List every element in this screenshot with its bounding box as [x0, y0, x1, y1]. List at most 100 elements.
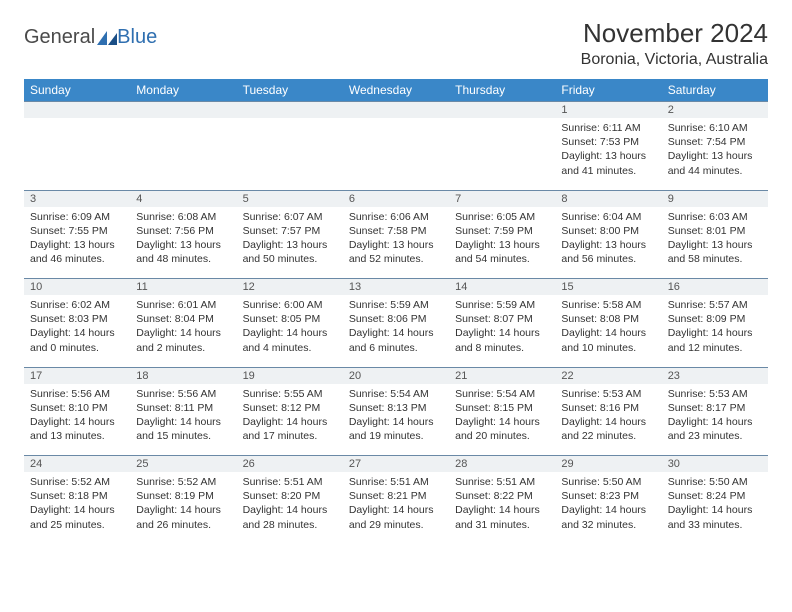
day-header: Thursday [449, 79, 555, 102]
date-number-row: 17181920212223 [24, 367, 768, 384]
detail-row: Sunrise: 6:11 AMSunset: 7:53 PMDaylight:… [24, 118, 768, 190]
date-number-cell: 2 [662, 102, 768, 119]
date-number-cell: 22 [555, 367, 661, 384]
day-detail-line: Sunrise: 6:08 AM [136, 210, 230, 224]
day-detail-line: and 52 minutes. [349, 252, 443, 266]
detail-row: Sunrise: 5:56 AMSunset: 8:10 PMDaylight:… [24, 384, 768, 456]
day-detail-line: Daylight: 14 hours [455, 326, 549, 340]
day-header: Sunday [24, 79, 130, 102]
date-number-cell: 29 [555, 456, 661, 473]
logo-word-general: General [24, 26, 95, 49]
day-detail-cell [343, 118, 449, 190]
day-detail-line: Daylight: 14 hours [30, 503, 124, 517]
day-detail-line: Daylight: 14 hours [668, 503, 762, 517]
date-number-cell: 8 [555, 190, 661, 207]
day-detail-line: and 22 minutes. [561, 429, 655, 443]
day-detail-line: and 26 minutes. [136, 518, 230, 532]
day-header: Friday [555, 79, 661, 102]
day-detail-line: Sunrise: 5:52 AM [30, 475, 124, 489]
day-detail-cell: Sunrise: 6:05 AMSunset: 7:59 PMDaylight:… [449, 207, 555, 279]
day-detail-line: Sunset: 8:13 PM [349, 401, 443, 415]
day-detail-cell [130, 118, 236, 190]
date-number-cell [24, 102, 130, 119]
date-number-row: 10111213141516 [24, 279, 768, 296]
day-detail-cell: Sunrise: 5:54 AMSunset: 8:15 PMDaylight:… [449, 384, 555, 456]
day-detail-line: Daylight: 13 hours [30, 238, 124, 252]
title-block: November 2024 Boronia, Victoria, Austral… [581, 18, 768, 69]
day-detail-line: Sunrise: 6:01 AM [136, 298, 230, 312]
day-detail-line: and 32 minutes. [561, 518, 655, 532]
day-detail-line: Sunset: 8:04 PM [136, 312, 230, 326]
day-detail-line: Daylight: 13 hours [561, 238, 655, 252]
date-number-cell: 19 [237, 367, 343, 384]
day-header: Saturday [662, 79, 768, 102]
day-detail-line: Sunrise: 5:59 AM [349, 298, 443, 312]
day-detail-line: and 44 minutes. [668, 164, 762, 178]
day-detail-line: Daylight: 14 hours [30, 415, 124, 429]
day-detail-line: and 2 minutes. [136, 341, 230, 355]
date-number-cell: 6 [343, 190, 449, 207]
day-detail-line: and 4 minutes. [243, 341, 337, 355]
day-detail-line: Daylight: 14 hours [243, 503, 337, 517]
day-detail-cell: Sunrise: 6:11 AMSunset: 7:53 PMDaylight:… [555, 118, 661, 190]
day-detail-line: Sunset: 8:11 PM [136, 401, 230, 415]
day-detail-line: Sunrise: 5:52 AM [136, 475, 230, 489]
day-detail-cell: Sunrise: 6:10 AMSunset: 7:54 PMDaylight:… [662, 118, 768, 190]
day-detail-line: Daylight: 14 hours [349, 415, 443, 429]
day-detail-line: Sunrise: 5:55 AM [243, 387, 337, 401]
day-detail-cell: Sunrise: 5:51 AMSunset: 8:20 PMDaylight:… [237, 472, 343, 544]
day-detail-cell: Sunrise: 6:01 AMSunset: 8:04 PMDaylight:… [130, 295, 236, 367]
day-detail-cell: Sunrise: 5:51 AMSunset: 8:21 PMDaylight:… [343, 472, 449, 544]
day-detail-line: Sunset: 8:21 PM [349, 489, 443, 503]
day-detail-line: Sunset: 8:10 PM [30, 401, 124, 415]
day-detail-line: Daylight: 14 hours [136, 326, 230, 340]
day-detail-line: Sunset: 8:08 PM [561, 312, 655, 326]
day-detail-line: Sunset: 8:20 PM [243, 489, 337, 503]
date-number-cell: 15 [555, 279, 661, 296]
date-number-row: 3456789 [24, 190, 768, 207]
day-detail-line: and 20 minutes. [455, 429, 549, 443]
day-detail-line: Sunrise: 5:53 AM [561, 387, 655, 401]
day-detail-cell: Sunrise: 6:02 AMSunset: 8:03 PMDaylight:… [24, 295, 130, 367]
day-header: Wednesday [343, 79, 449, 102]
day-detail-line: Sunrise: 5:51 AM [243, 475, 337, 489]
day-detail-line: Sunset: 8:05 PM [243, 312, 337, 326]
day-detail-line: Sunrise: 6:00 AM [243, 298, 337, 312]
date-number-cell: 30 [662, 456, 768, 473]
date-number-cell: 25 [130, 456, 236, 473]
day-detail-cell: Sunrise: 6:03 AMSunset: 8:01 PMDaylight:… [662, 207, 768, 279]
day-detail-line: Sunrise: 6:10 AM [668, 121, 762, 135]
day-detail-line: Sunrise: 6:03 AM [668, 210, 762, 224]
day-detail-line: Daylight: 14 hours [668, 415, 762, 429]
date-number-cell: 13 [343, 279, 449, 296]
date-number-cell [237, 102, 343, 119]
date-number-cell: 24 [24, 456, 130, 473]
day-detail-line: Sunset: 7:57 PM [243, 224, 337, 238]
day-detail-line: Sunset: 8:15 PM [455, 401, 549, 415]
day-detail-line: Sunset: 7:53 PM [561, 135, 655, 149]
day-detail-line: Sunset: 8:22 PM [455, 489, 549, 503]
day-detail-line: and 41 minutes. [561, 164, 655, 178]
date-number-row: 24252627282930 [24, 456, 768, 473]
date-number-cell: 18 [130, 367, 236, 384]
day-detail-cell: Sunrise: 5:59 AMSunset: 8:06 PMDaylight:… [343, 295, 449, 367]
day-detail-line: Daylight: 13 hours [136, 238, 230, 252]
date-number-cell [343, 102, 449, 119]
day-detail-line: and 23 minutes. [668, 429, 762, 443]
date-number-cell: 23 [662, 367, 768, 384]
day-detail-line: Sunset: 8:18 PM [30, 489, 124, 503]
day-detail-line: and 29 minutes. [349, 518, 443, 532]
day-detail-cell: Sunrise: 5:56 AMSunset: 8:11 PMDaylight:… [130, 384, 236, 456]
date-number-cell: 9 [662, 190, 768, 207]
day-detail-cell: Sunrise: 6:08 AMSunset: 7:56 PMDaylight:… [130, 207, 236, 279]
day-detail-cell: Sunrise: 5:55 AMSunset: 8:12 PMDaylight:… [237, 384, 343, 456]
day-detail-line: Sunrise: 5:56 AM [30, 387, 124, 401]
day-detail-line: Daylight: 13 hours [243, 238, 337, 252]
date-number-cell: 17 [24, 367, 130, 384]
day-detail-cell: Sunrise: 5:53 AMSunset: 8:17 PMDaylight:… [662, 384, 768, 456]
day-detail-line: Sunrise: 6:05 AM [455, 210, 549, 224]
day-detail-line: Sunset: 7:55 PM [30, 224, 124, 238]
day-detail-line: Daylight: 14 hours [243, 415, 337, 429]
day-detail-line: and 56 minutes. [561, 252, 655, 266]
date-number-cell: 28 [449, 456, 555, 473]
